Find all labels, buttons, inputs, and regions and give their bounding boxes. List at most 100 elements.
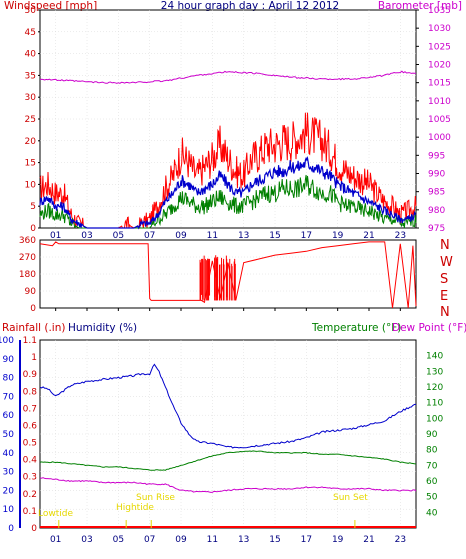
temperature-axis-title: Temperature (°F) bbox=[311, 322, 401, 334]
wind-y-tick-label: 0 bbox=[30, 224, 36, 234]
climate-x-tick-label: 15 bbox=[269, 535, 280, 545]
barometer-y-tick-label: 985 bbox=[428, 188, 445, 198]
rain-y-tick-label: 0.4 bbox=[23, 456, 38, 466]
climate-x-tick-label: 05 bbox=[113, 535, 124, 545]
rain-y-tick-label: 1 bbox=[31, 353, 37, 363]
direction-letter-s: S bbox=[440, 272, 448, 287]
barometer-y-tick-label: 1005 bbox=[428, 115, 451, 125]
rain-y-tick-label: 0.9 bbox=[23, 370, 38, 380]
humidity-y-tick-label: 80 bbox=[3, 374, 15, 384]
wind-x-tick-label: 21 bbox=[363, 231, 374, 241]
climate-x-tick-label: 01 bbox=[50, 535, 61, 545]
temperature-y-tick-label: 60 bbox=[426, 477, 438, 487]
direction-y-tick-label: 270 bbox=[19, 253, 36, 263]
humidity-y-tick-label: 100 bbox=[0, 336, 14, 346]
temperature-y-tick-label: 50 bbox=[426, 493, 438, 503]
tick-labels-layer: 0510152025303540455097598098599099510001… bbox=[0, 6, 451, 545]
graph-title: 24 hour graph day : April 12 2012 bbox=[161, 0, 339, 12]
wind-x-tick-label: 23 bbox=[395, 231, 406, 241]
wind-y-tick-label: 20 bbox=[25, 137, 37, 147]
temperature-y-tick-label: 140 bbox=[426, 352, 443, 362]
barometer-y-tick-label: 1000 bbox=[428, 133, 451, 143]
direction-letter-e: E bbox=[440, 289, 448, 304]
wind-x-tick-label: 13 bbox=[238, 231, 249, 241]
temperature-y-tick-label: 90 bbox=[426, 430, 438, 440]
climate-x-tick-label: 19 bbox=[332, 535, 344, 545]
wind-x-tick-label: 09 bbox=[175, 231, 187, 241]
temperature-y-tick-label: 100 bbox=[426, 414, 443, 424]
annotation-sunrise: Sun Rise bbox=[136, 493, 175, 503]
wind-y-tick-label: 50 bbox=[25, 6, 37, 16]
rain-y-tick-label: 0.5 bbox=[23, 439, 37, 449]
humidity-y-tick-label: 40 bbox=[3, 449, 15, 459]
barometer-line bbox=[39, 70, 416, 84]
barometer-y-tick-label: 990 bbox=[428, 170, 445, 180]
humidity-y-tick-label: 50 bbox=[3, 430, 15, 440]
wind-y-tick-label: 5 bbox=[30, 202, 36, 212]
rain-y-tick-label: 0.1 bbox=[23, 507, 37, 517]
barometer-y-tick-label: 1020 bbox=[428, 61, 451, 71]
humidity-y-tick-label: 20 bbox=[3, 486, 15, 496]
rain-y-tick-label: 0 bbox=[31, 524, 37, 534]
climate-x-tick-label: 21 bbox=[363, 535, 374, 545]
climate-x-tick-label: 09 bbox=[175, 535, 187, 545]
barometer-axis-title: Barometer [mb] bbox=[378, 0, 462, 12]
wind-y-tick-label: 25 bbox=[25, 115, 36, 125]
temperature-y-tick-label: 80 bbox=[426, 446, 438, 456]
rain-y-tick-label: 0.2 bbox=[23, 490, 37, 500]
dewpoint-axis-title: Dew Point (°F) bbox=[392, 322, 466, 334]
humidity-y-tick-label: 30 bbox=[3, 468, 15, 478]
wind-x-tick-label: 17 bbox=[301, 231, 312, 241]
temperature-line bbox=[39, 450, 417, 471]
barometer-y-tick-label: 1035 bbox=[428, 6, 451, 16]
windspeed-axis-title: Windspeed [mph] bbox=[4, 0, 97, 12]
direction-letter-n-bottom: N bbox=[440, 305, 450, 320]
barometer-y-tick-label: 995 bbox=[428, 151, 445, 161]
temperature-y-tick-label: 120 bbox=[426, 383, 443, 393]
series-layer bbox=[39, 70, 417, 528]
humidity-axis-title: Humidity (%) bbox=[68, 322, 137, 334]
barometer-y-tick-label: 975 bbox=[428, 224, 445, 234]
climate-x-tick-label: 11 bbox=[207, 535, 218, 545]
wind-x-tick-label: 11 bbox=[207, 231, 218, 241]
humidity-line bbox=[39, 363, 417, 449]
direction-letter-w: W bbox=[440, 255, 453, 270]
wind-x-tick-label: 19 bbox=[332, 231, 344, 241]
temperature-y-tick-label: 70 bbox=[426, 461, 438, 471]
annotation-sunset: Sun Set bbox=[333, 493, 368, 503]
humidity-y-tick-label: 70 bbox=[3, 392, 15, 402]
barometer-y-tick-label: 1030 bbox=[428, 24, 451, 34]
wind-x-tick-label: 15 bbox=[269, 231, 280, 241]
annotation-lowtide: Lowtide bbox=[38, 509, 73, 519]
temperature-y-tick-label: 110 bbox=[426, 399, 443, 409]
direction-y-tick-label: 360 bbox=[19, 236, 36, 246]
rain-y-tick-label: 0.3 bbox=[23, 473, 37, 483]
wind-average-line bbox=[39, 155, 417, 230]
direction-y-tick-label: 90 bbox=[25, 287, 37, 297]
direction-y-tick-label: 180 bbox=[19, 270, 36, 280]
humidity-y-tick-label: 60 bbox=[3, 411, 15, 421]
wind-x-tick-label: 05 bbox=[113, 231, 124, 241]
rain-y-tick-label: 1.1 bbox=[23, 336, 37, 346]
wind-y-tick-label: 30 bbox=[25, 93, 37, 103]
wind-y-tick-label: 40 bbox=[25, 50, 37, 60]
direction-y-tick-label: 0 bbox=[30, 304, 36, 314]
climate-x-tick-label: 03 bbox=[81, 535, 92, 545]
barometer-y-tick-label: 1015 bbox=[428, 79, 451, 89]
wind-direction-line bbox=[39, 241, 417, 309]
wind-x-tick-label: 07 bbox=[144, 231, 155, 241]
dewpoint-line bbox=[39, 477, 417, 493]
temperature-y-tick-label: 130 bbox=[426, 367, 443, 377]
climate-x-tick-label: 23 bbox=[395, 535, 406, 545]
temperature-y-tick-label: 40 bbox=[426, 508, 438, 518]
direction-letter-n-top: N bbox=[440, 238, 450, 253]
barometer-y-tick-label: 1010 bbox=[428, 97, 451, 107]
wind-x-tick-label: 01 bbox=[50, 231, 61, 241]
humidity-y-tick-label: 10 bbox=[3, 505, 15, 515]
annotations-layer: Lowtide Hightide Sun Rise Sun Set bbox=[38, 493, 368, 519]
wind-y-tick-label: 10 bbox=[25, 180, 37, 190]
direction-letters: N W S E N bbox=[440, 238, 453, 320]
